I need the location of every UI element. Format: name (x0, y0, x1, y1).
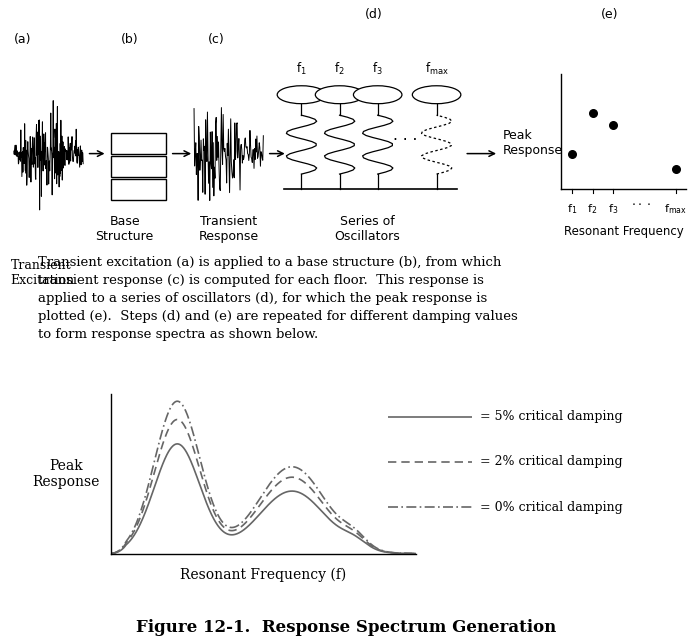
Text: Transient
Response: Transient Response (199, 215, 258, 243)
Point (670, 164, 681, 174)
Text: (b): (b) (121, 33, 139, 46)
Text: $\mathregular{f_{max}}$: $\mathregular{f_{max}}$ (425, 61, 448, 77)
Text: Transient excitation (a) is applied to a base structure (b), from which
    tran: Transient excitation (a) is applied to a… (21, 256, 518, 341)
Circle shape (353, 86, 402, 104)
Text: $\cdot\cdot\cdot$: $\cdot\cdot\cdot$ (631, 197, 651, 210)
Text: $\mathregular{f_{max}}$: $\mathregular{f_{max}}$ (665, 202, 687, 216)
Text: Series of
Oscillators: Series of Oscillators (335, 215, 400, 243)
Text: (d): (d) (365, 8, 383, 20)
Text: $\mathregular{f_1}$: $\mathregular{f_1}$ (296, 61, 307, 77)
Text: Base
Structure: Base Structure (96, 215, 154, 243)
Text: Transient
Excitation: Transient Excitation (10, 259, 75, 287)
Text: $\mathregular{f_2}$: $\mathregular{f_2}$ (588, 202, 597, 216)
Text: Resonant Frequency (f): Resonant Frequency (f) (180, 568, 346, 582)
Text: (e): (e) (601, 8, 619, 20)
Point (566, 148, 577, 159)
Circle shape (412, 86, 461, 104)
Y-axis label: Peak
Response: Peak Response (33, 458, 100, 489)
Bar (111, 179, 166, 200)
Point (587, 108, 598, 118)
Circle shape (315, 86, 364, 104)
Text: = 0% critical damping: = 0% critical damping (480, 500, 623, 513)
Text: · · ·: · · · (393, 133, 418, 148)
Text: $\mathregular{f_3}$: $\mathregular{f_3}$ (372, 61, 383, 77)
Text: Peak
Response: Peak Response (502, 129, 563, 157)
Text: Resonant Frequency: Resonant Frequency (564, 225, 683, 238)
Bar (111, 156, 166, 177)
Point (608, 120, 619, 131)
Text: $\mathregular{f_3}$: $\mathregular{f_3}$ (608, 202, 618, 216)
Text: (c): (c) (208, 33, 225, 46)
Circle shape (277, 86, 326, 104)
Bar (111, 133, 166, 154)
Text: = 2% critical damping: = 2% critical damping (480, 456, 623, 468)
Text: = 5% critical damping: = 5% critical damping (480, 410, 623, 424)
Text: Figure 12-1.  Response Spectrum Generation: Figure 12-1. Response Spectrum Generatio… (137, 620, 556, 636)
Text: $\mathregular{f_2}$: $\mathregular{f_2}$ (334, 61, 345, 77)
Text: (a): (a) (14, 33, 31, 46)
Text: $\mathregular{f_1}$: $\mathregular{f_1}$ (567, 202, 577, 216)
